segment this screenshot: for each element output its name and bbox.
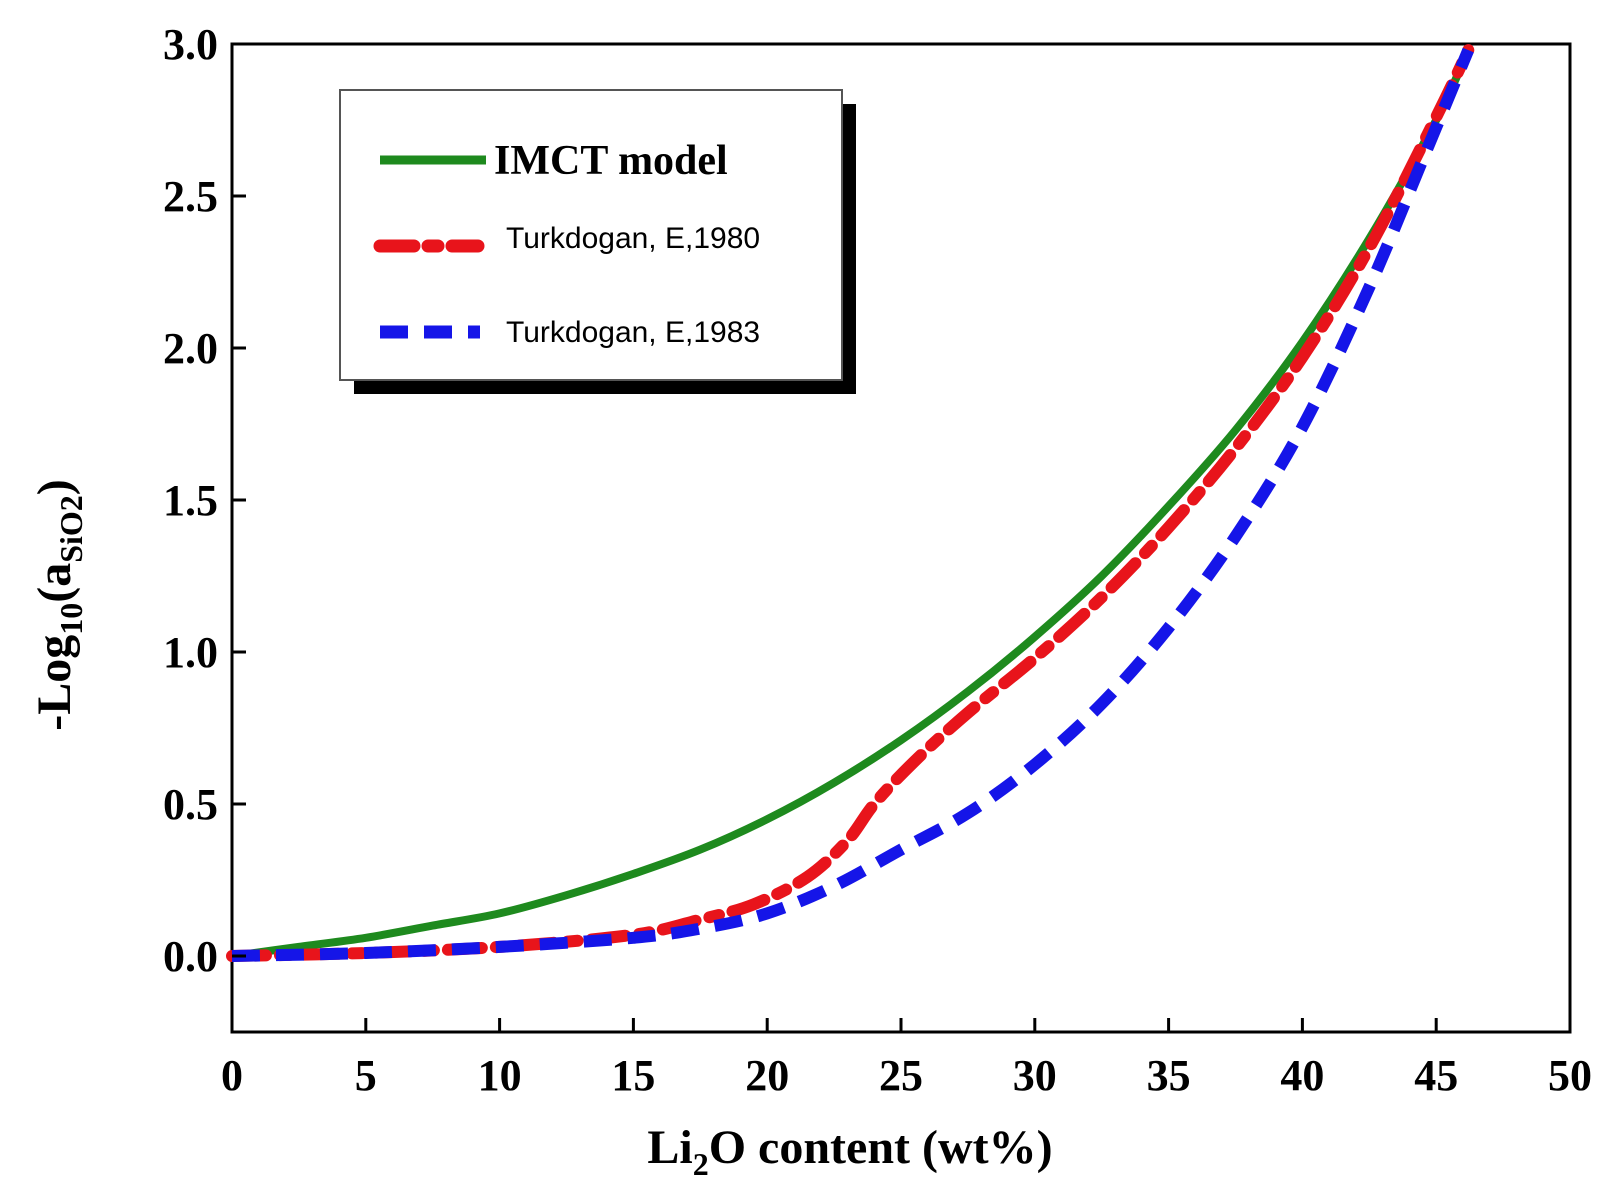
y-axis-title: -Log10(aSiO2) <box>28 479 89 731</box>
series-layer <box>226 44 1475 962</box>
series-line-imct-model <box>228 46 1473 960</box>
x-tick-label: 40 <box>1280 1051 1324 1100</box>
x-tick-label: 20 <box>745 1051 789 1100</box>
y-tick-label: 0.5 <box>163 780 218 829</box>
legend-label-turkdogan-1980: Turkdogan, E,1980 <box>506 222 760 255</box>
y-axis-title-pre: -Log <box>28 635 81 731</box>
legend-label-imct: IMCT model <box>494 138 728 184</box>
y-tick-label: 0.0 <box>163 932 218 981</box>
x-axis-title-post: O content (wt%) <box>709 1121 1053 1174</box>
y-tick-label: 1.0 <box>163 628 218 677</box>
y-axis-title-post: ) <box>28 479 81 495</box>
y-axis-title-mid: (a <box>28 563 81 603</box>
y-axis-title-sub2: SiO2 <box>53 495 89 563</box>
y-tick-label: 2.5 <box>163 172 218 221</box>
x-tick-label: 25 <box>879 1051 923 1100</box>
legend-box <box>339 89 843 381</box>
x-tick-label: 50 <box>1548 1051 1592 1100</box>
x-tick-label: 45 <box>1414 1051 1458 1100</box>
y-axis-ticks: 0.0 0.5 1.0 1.5 2.0 2.5 3.0 <box>163 20 246 981</box>
legend: IMCT model Turkdogan, E,1980 Turkdogan, … <box>339 89 856 394</box>
x-tick-label: 10 <box>478 1051 522 1100</box>
legend-label-turkdogan-1983: Turkdogan, E,1983 <box>506 316 760 349</box>
x-tick-label: 15 <box>611 1051 655 1100</box>
x-axis-title-sub: 2 <box>693 1146 709 1182</box>
x-axis-title: Li2O content (wt%) <box>647 1121 1052 1182</box>
y-tick-label: 2.0 <box>163 324 218 373</box>
x-tick-label: 5 <box>355 1051 377 1100</box>
x-axis-ticks: 0 5 10 15 20 25 30 35 40 45 50 <box>221 1018 1592 1100</box>
y-tick-label: 3.0 <box>163 20 218 69</box>
x-tick-label: 30 <box>1013 1051 1057 1100</box>
y-tick-label: 1.5 <box>163 476 218 525</box>
series-line-turkdogan-e-1983 <box>231 47 1474 962</box>
series-line-turkdogan-e-1980 <box>226 44 1475 962</box>
x-axis-title-pre: Li <box>647 1121 692 1174</box>
y-axis-title-sub1: 10 <box>53 603 89 635</box>
x-tick-label: 35 <box>1147 1051 1191 1100</box>
x-tick-label: 0 <box>221 1051 243 1100</box>
